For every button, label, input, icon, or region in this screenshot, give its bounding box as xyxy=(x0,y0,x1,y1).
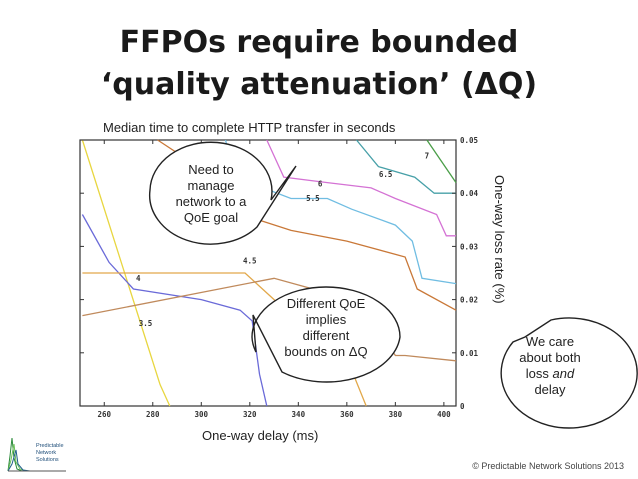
chart-caption: Median time to complete HTTP transfer in… xyxy=(103,120,396,135)
x-tick-label: 280 xyxy=(146,410,160,419)
logo-text-line: Predictable xyxy=(36,443,64,449)
y-tick-label: 0.04 xyxy=(460,189,479,198)
copyright-notice: © Predictable Network Solutions 2013 xyxy=(472,461,624,471)
contour-line xyxy=(355,139,456,194)
x-tick-label: 260 xyxy=(97,410,111,419)
callout-qoe-goal-line: QoE goal xyxy=(183,210,239,225)
callout-qoe-goal-line: manage xyxy=(187,178,235,193)
callout-loss-word: loss xyxy=(525,366,553,381)
logo-text-line: Network xyxy=(36,450,56,456)
title-line-1: FFPOs require bounded xyxy=(119,25,519,60)
title-line-2: ‘quality attenuation’ (ΔQ) xyxy=(100,67,538,102)
callout-loss-delay-line: loss and xyxy=(500,366,600,382)
callout-loss-delay-text: We care about both loss and delay xyxy=(500,334,600,398)
callout-bounds-line: implies xyxy=(305,312,347,327)
x-tick-label: 340 xyxy=(292,410,306,419)
contour-label: 6 xyxy=(318,179,323,188)
y-tick-label: 0.01 xyxy=(460,349,479,358)
x-tick-label: 360 xyxy=(340,410,354,419)
contour-chart: 3.5 4 4.5 5.5 6 6.5 7 260 280 300 320 340 360 380 400 0… xyxy=(79,137,479,419)
company-logo: Predictable Network Solutions xyxy=(7,437,66,472)
contour-label: 6.5 xyxy=(379,170,393,179)
y-tick-label: 0 xyxy=(460,402,465,411)
logo-text-line: Solutions xyxy=(36,457,59,463)
callout-bounds-line: Different QoE xyxy=(286,296,366,311)
x-tick-label: 300 xyxy=(195,410,209,419)
callout-bounds-line: different xyxy=(302,328,350,343)
y-axis-label: One-way loss rate (%) xyxy=(492,175,507,304)
y-tick-label: 0.05 xyxy=(460,137,478,145)
x-tick-label: 400 xyxy=(437,410,451,419)
callout-qoe-goal-line: network to a xyxy=(175,194,247,209)
contour-line xyxy=(81,139,171,407)
y-tick-label: 0.02 xyxy=(460,296,478,305)
callout-qoe-goal-line: Need to xyxy=(188,162,234,177)
callout-qoe-goal-text: Need to manage network to a QoE goal xyxy=(161,162,261,226)
x-tick-label: 320 xyxy=(243,410,257,419)
contour-label: 4 xyxy=(136,274,141,283)
contour-label: 5.5 xyxy=(306,194,320,203)
callout-and-word: and xyxy=(552,366,575,381)
callout-bounds-text: Different QoE implies different bounds o… xyxy=(276,296,376,360)
contour-label: 7 xyxy=(425,152,430,161)
y-tick-label: 0.03 xyxy=(460,242,479,251)
callout-bounds-line: bounds on ΔQ xyxy=(284,344,368,359)
x-tick-label: 380 xyxy=(389,410,403,419)
contour-label: 4.5 xyxy=(243,256,257,265)
callout-loss-delay-line: delay xyxy=(534,382,566,397)
slide-title: FFPOs require bounded ‘quality attenuati… xyxy=(0,22,638,106)
callout-loss-delay-line: about both xyxy=(519,350,581,365)
contour-line xyxy=(426,139,457,183)
contour-label: 3.5 xyxy=(139,319,153,328)
x-axis-label: One-way delay (ms) xyxy=(202,428,319,443)
callout-loss-delay-line: We care xyxy=(525,334,575,349)
